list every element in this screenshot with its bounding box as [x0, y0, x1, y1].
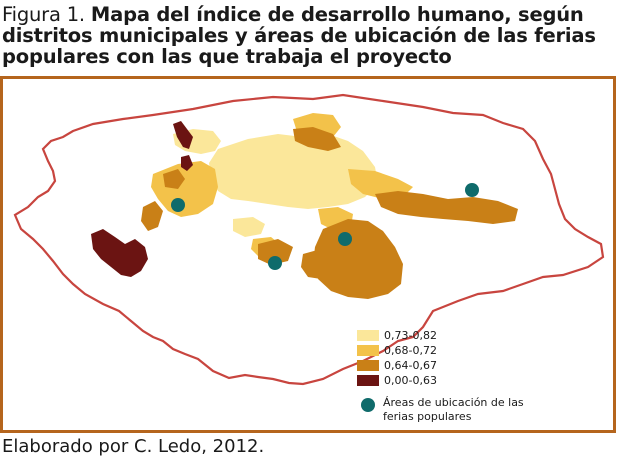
idh-zone-low: [173, 121, 193, 149]
figure-title-text: Mapa del índice de desarrollo humano, se…: [2, 3, 596, 68]
legend-swatch: [357, 330, 379, 341]
municipal-boundary: [13, 93, 605, 386]
idh-zone-lower-mid: [163, 169, 185, 189]
legend-item: 0,64-0,67: [357, 358, 597, 373]
map-canvas: [13, 93, 605, 386]
legend-item: 0,00-0,63: [357, 373, 597, 388]
legend-label: 0,73-0,82: [384, 329, 437, 342]
legend-item: 0,73-0,82: [357, 328, 597, 343]
legend-label: 0,68-0,72: [384, 344, 437, 357]
idh-zone-low: [91, 229, 148, 277]
idh-zone-high: [209, 134, 378, 209]
feria-marker: [465, 183, 479, 197]
figure-number: Figura 1.: [2, 3, 91, 26]
idh-zone-lower-mid: [375, 191, 518, 224]
legend-swatch: [357, 360, 379, 371]
map-frame: [0, 76, 616, 433]
figure-caption: Elaborado por C. Ledo, 2012.: [2, 436, 265, 457]
idh-zone-lower-mid: [301, 249, 328, 279]
idh-zone-lower-mid: [141, 201, 163, 231]
feria-marker: [338, 232, 352, 246]
idh-zone-lower-mid: [313, 219, 403, 299]
idh-zone-high: [233, 217, 265, 237]
legend-item: 0,68-0,72: [357, 343, 597, 358]
idh-zone-lower-mid: [293, 127, 341, 151]
feria-marker-icon: [361, 398, 375, 412]
feria-marker: [171, 198, 185, 212]
legend-label: 0,00-0,63: [384, 374, 437, 387]
map-legend: 0,73-0,82 0,68-0,72 0,64-0,67 0,00-0,63 …: [357, 328, 597, 424]
idh-zone-low: [181, 155, 193, 171]
legend-swatch: [357, 345, 379, 356]
legend-point-item: Áreas de ubicación de las ferias popular…: [357, 396, 597, 424]
legend-point-label: Áreas de ubicación de las ferias popular…: [383, 396, 524, 423]
figure-title: Figura 1. Mapa del índice de desarrollo …: [2, 4, 618, 67]
legend-swatch: [357, 375, 379, 386]
feria-marker: [268, 256, 282, 270]
idh-zone-lower-mid: [258, 239, 293, 265]
legend-label: 0,64-0,67: [384, 359, 437, 372]
